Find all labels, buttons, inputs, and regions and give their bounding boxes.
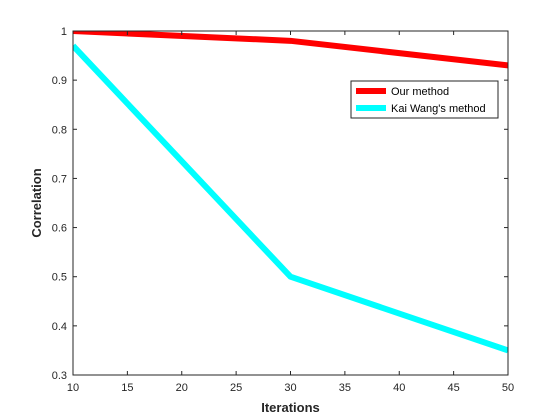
x-tick-label: 45 — [448, 382, 460, 394]
y-tick-label: 0.6 — [52, 223, 67, 235]
y-tick-label: 0.8 — [52, 124, 67, 136]
series-line-0 — [73, 31, 508, 69]
x-tick-label: 20 — [176, 382, 188, 394]
y-tick-label: 0.4 — [52, 321, 67, 333]
x-tick-label: 50 — [502, 382, 514, 394]
legend-box — [350, 80, 499, 119]
x-axis-ticks: 10 15 20 25 30 35 40 45 50 — [67, 31, 514, 394]
legend: Our method Kai Wang's method — [350, 80, 499, 119]
series-layer — [73, 31, 508, 354]
legend-label-1: Kai Wang's method — [391, 103, 486, 115]
y-tick-label: 0.3 — [52, 370, 67, 382]
y-axis-label: Correlation — [29, 168, 44, 237]
y-tick-label: 1 — [61, 26, 67, 38]
x-tick-label: 25 — [230, 382, 242, 394]
x-tick-label: 40 — [393, 382, 405, 394]
x-tick-label: 35 — [339, 382, 351, 394]
y-tick-label: 0.7 — [52, 173, 67, 185]
y-tick-label: 0.9 — [52, 75, 67, 87]
legend-label-0: Our method — [391, 86, 449, 98]
x-tick-label: 10 — [67, 382, 79, 394]
x-axis-label: Iterations — [261, 400, 320, 415]
x-tick-label: 15 — [121, 382, 133, 394]
y-tick-label: 0.5 — [52, 272, 67, 284]
y-axis-ticks: 0.3 0.4 0.5 0.6 0.7 0.8 0.9 1 — [52, 26, 508, 382]
series-line-1 — [73, 43, 508, 354]
x-tick-label: 30 — [284, 382, 296, 394]
